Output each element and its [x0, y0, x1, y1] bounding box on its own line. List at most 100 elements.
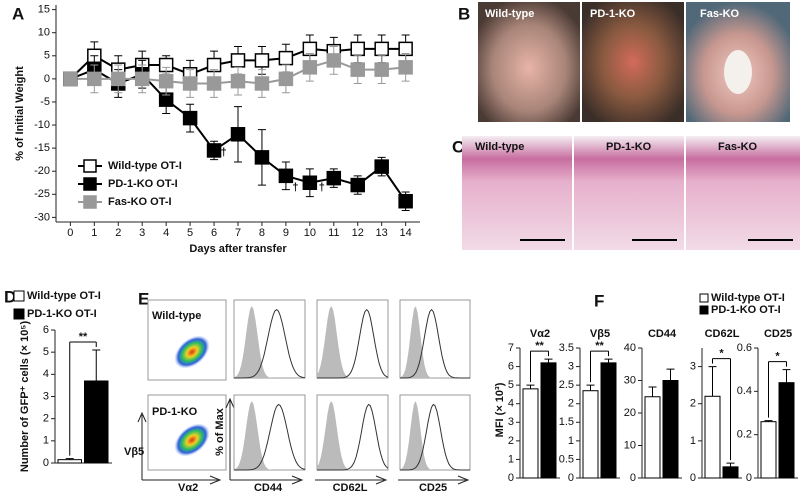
data-point — [302, 60, 318, 75]
bar — [522, 388, 539, 479]
x-tick-label: 12 — [352, 227, 364, 239]
histogram-line — [317, 403, 389, 471]
y-tick-label: 5 — [508, 379, 514, 391]
chart-title: CD25 — [764, 328, 792, 340]
data-point — [326, 170, 342, 186]
error-bar — [586, 384, 595, 391]
data-point — [350, 62, 365, 77]
y-tick-label: -10 — [34, 119, 50, 131]
error-bar — [726, 462, 735, 467]
histogram-fill — [400, 306, 470, 378]
photo-panel: Wild-type PD-1-KO Fas-KO — [478, 2, 790, 122]
x-tick-label: 13 — [376, 227, 388, 239]
y-tick-label: 5 — [43, 346, 49, 358]
legend-marker — [13, 308, 25, 320]
flow-panel: Wild-type PD-1-KO Vβ5 Vα2 % of Max CD44 … — [124, 299, 471, 494]
x-tick-label: 2 — [115, 227, 121, 239]
significance-bracket — [69, 341, 97, 456]
significance-label: ** — [79, 331, 88, 343]
panel-letter: C — [452, 137, 464, 156]
error-bar — [782, 369, 791, 383]
y-tick-label: -25 — [34, 188, 50, 200]
data-point — [278, 71, 294, 87]
y-tick-label: 0.6 — [737, 342, 752, 354]
y-tick-label: 0.5 — [559, 453, 574, 465]
legend-label: PD-1-KO OT-I — [108, 178, 178, 190]
significance-label: * — [775, 351, 780, 363]
panel-letter: F — [594, 291, 604, 310]
histology-image — [686, 136, 800, 250]
error-bar — [666, 368, 675, 381]
histology-image — [462, 136, 572, 250]
annotation: † — [292, 181, 298, 193]
legend-marker — [83, 195, 97, 209]
y-tick-label: 0.4 — [737, 385, 752, 397]
data-point — [134, 71, 150, 87]
y-tick-label: -15 — [34, 142, 50, 154]
x-tick-label: 3 — [139, 227, 145, 239]
histogram-fill — [317, 306, 388, 378]
legend-label: Wild-type OT-I — [27, 290, 101, 302]
error-bar — [648, 386, 657, 397]
data-point — [182, 110, 198, 126]
bar — [662, 380, 679, 479]
y-tick-label: 0 — [746, 472, 752, 484]
error-bar — [708, 366, 717, 397]
y-tick-label: 3 — [690, 360, 696, 372]
y-tick-label: 7 — [508, 342, 514, 354]
y-tick-label: 4 — [43, 368, 49, 380]
bar — [644, 396, 661, 479]
y-tick-label: 6 — [43, 324, 49, 336]
y-axis-label: % of Initial Weight — [14, 66, 26, 161]
histogram-fill — [234, 401, 305, 470]
legend-label: Wild-type OT-I — [108, 160, 182, 172]
panel-letter: E — [138, 289, 149, 308]
axis-label: MFI (× 10³) — [494, 382, 506, 437]
error-bar — [65, 458, 74, 460]
data-point — [230, 73, 246, 89]
y-tick-label: 30 — [624, 374, 636, 386]
y-tick-label: 2 — [568, 398, 574, 410]
legend-label: PD-1-KO OT-I — [27, 308, 97, 320]
data-point — [398, 60, 413, 75]
axis-label: Vα2 — [178, 482, 198, 494]
y-tick-label: 0 — [690, 472, 696, 484]
axis-label: % of Max — [214, 407, 226, 456]
significance-label: ** — [535, 340, 544, 352]
data-point — [350, 41, 365, 57]
data-point — [230, 127, 246, 142]
legend-label: Fas-KO OT-I — [108, 196, 172, 208]
x-tick-label: 10 — [304, 227, 316, 239]
data-point — [302, 175, 318, 191]
photo — [478, 2, 580, 122]
data-point — [158, 73, 174, 89]
x-tick-label: 8 — [259, 227, 265, 239]
y-tick-label: 15 — [38, 4, 50, 16]
legend-marker — [83, 177, 97, 191]
y-tick-label: 3 — [508, 416, 514, 428]
y-tick-label: 1.5 — [559, 416, 574, 428]
y-tick-label: 6 — [508, 360, 514, 372]
bar — [582, 390, 599, 479]
photo-label: Fas-KO — [700, 8, 740, 20]
data-point — [206, 143, 222, 158]
bar — [84, 380, 109, 464]
bar — [760, 421, 777, 479]
bar — [540, 362, 557, 479]
chart-title: CD44 — [648, 328, 677, 340]
bar — [57, 459, 82, 464]
error-bar — [544, 358, 553, 363]
panel-letter: D — [4, 287, 16, 306]
data-point — [111, 71, 126, 87]
error-bar — [526, 384, 535, 389]
y-tick-label: 1 — [568, 435, 574, 447]
significance-bracket — [590, 350, 609, 383]
annotation: † — [319, 181, 325, 193]
x-tick-label: 11 — [328, 227, 339, 239]
y-tick-label: 5 — [44, 50, 50, 62]
y-tick-label: 3 — [568, 360, 574, 372]
y-tick-label: 0 — [630, 472, 636, 484]
y-tick-label: 0 — [568, 472, 574, 484]
y-tick-label: 0 — [508, 472, 514, 484]
